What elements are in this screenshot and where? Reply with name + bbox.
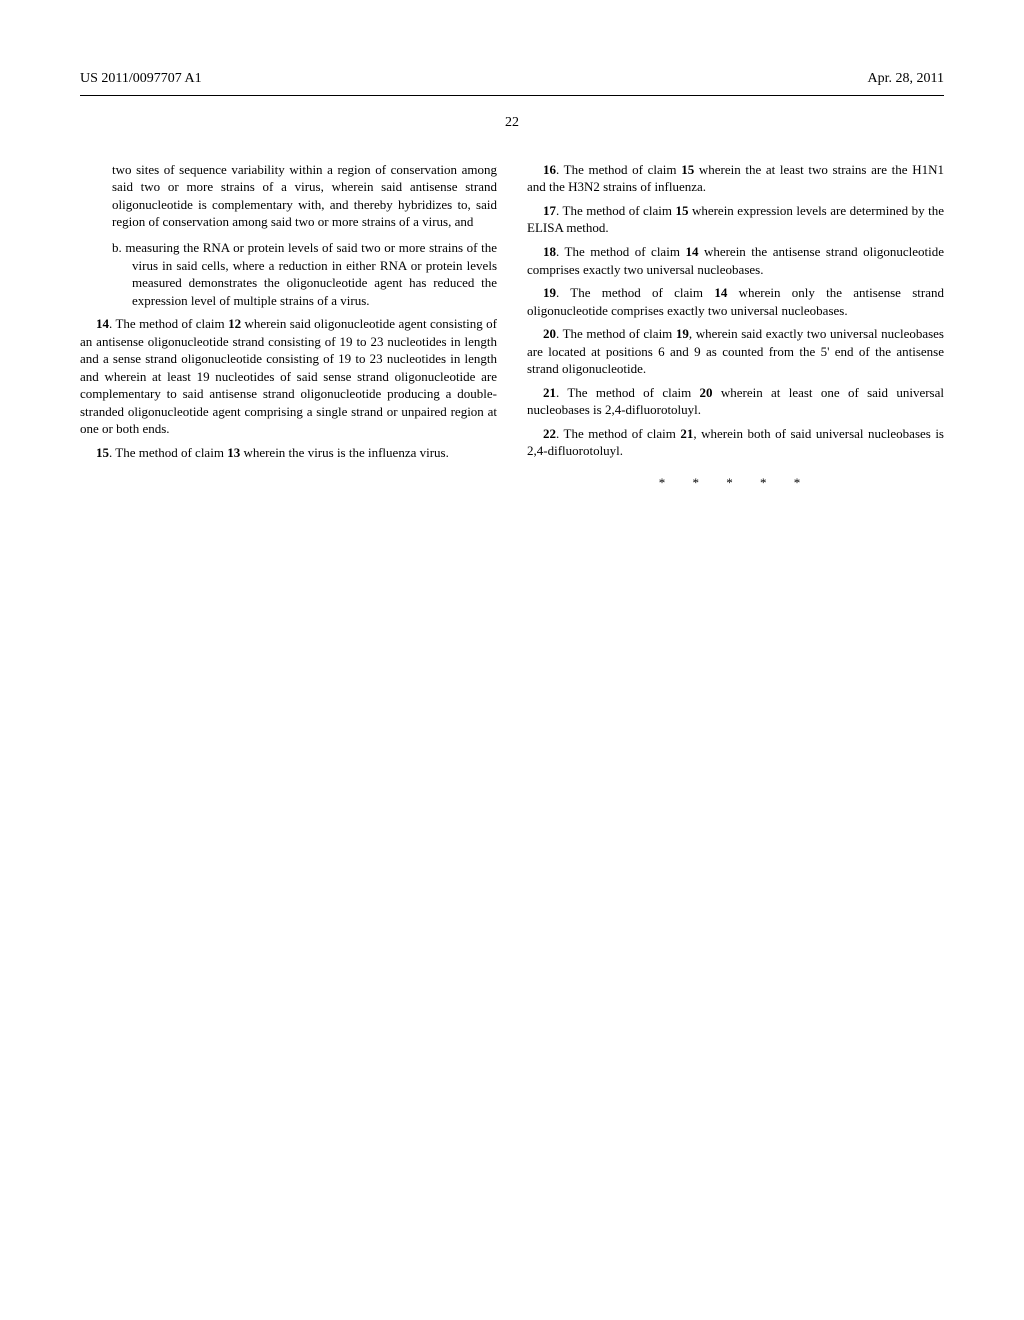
page-number: 22 — [80, 114, 944, 133]
publication-date: Apr. 28, 2011 — [868, 70, 944, 89]
claim-21-ref: 20 — [700, 385, 713, 400]
publication-number: US 2011/0097707 A1 — [80, 70, 202, 89]
claim-17-ref: 15 — [675, 203, 688, 218]
claim-14-rest: wherein said oligonucleotide agent consi… — [80, 316, 497, 436]
claim-20-num: 20 — [543, 326, 556, 341]
claim-14-num: 14 — [96, 316, 109, 331]
claim-21-prefix: . The method of claim — [556, 385, 700, 400]
claim-16-ref: 15 — [681, 162, 694, 177]
claim-17: 17. The method of claim 15 wherein expre… — [527, 202, 944, 237]
claim-21: 21. The method of claim 20 wherein at le… — [527, 384, 944, 419]
claim-22-num: 22 — [543, 426, 556, 441]
page-header: US 2011/0097707 A1 Apr. 28, 2011 — [80, 70, 944, 89]
claim-16: 16. The method of claim 15 wherein the a… — [527, 161, 944, 196]
claim-21-num: 21 — [543, 385, 556, 400]
claim-20: 20. The method of claim 19, wherein said… — [527, 325, 944, 378]
claim-18: 18. The method of claim 14 wherein the a… — [527, 243, 944, 278]
claim-15-rest: wherein the virus is the influenza virus… — [240, 445, 449, 460]
claim-20-ref: 19 — [676, 326, 689, 341]
claim-15: 15. The method of claim 13 wherein the v… — [80, 444, 497, 462]
claim-17-num: 17 — [543, 203, 556, 218]
claim-17-prefix: . The method of claim — [556, 203, 675, 218]
body-columns: two sites of sequence variability within… — [80, 161, 944, 492]
claim-16-num: 16 — [543, 162, 556, 177]
claim-22-ref: 21 — [680, 426, 693, 441]
sub-item-b-text: measuring the RNA or protein levels of s… — [125, 240, 497, 308]
claim-19-num: 19 — [543, 285, 556, 300]
claim-14-prefix: . The method of claim — [109, 316, 228, 331]
claim-16-prefix: . The method of claim — [556, 162, 681, 177]
claim-14: 14. The method of claim 12 wherein said … — [80, 315, 497, 438]
header-rule — [80, 95, 944, 96]
claim-22-prefix: . The method of claim — [556, 426, 680, 441]
claim-18-prefix: . The method of claim — [556, 244, 685, 259]
claim-15-ref: 13 — [227, 445, 240, 460]
claim-18-ref: 14 — [685, 244, 698, 259]
continuation-text: two sites of sequence variability within… — [112, 161, 497, 231]
claim-18-num: 18 — [543, 244, 556, 259]
claim-22: 22. The method of claim 21, wherein both… — [527, 425, 944, 460]
claim-15-prefix: . The method of claim — [109, 445, 227, 460]
claim-20-prefix: . The method of claim — [556, 326, 676, 341]
claim-14-ref: 12 — [228, 316, 241, 331]
claim-19-ref: 14 — [714, 285, 727, 300]
claim-15-num: 15 — [96, 445, 109, 460]
end-marker: * * * * * — [527, 474, 944, 492]
claim-19-prefix: . The method of claim — [556, 285, 714, 300]
sub-item-b-label: b. — [112, 240, 122, 255]
claim-19: 19. The method of claim 14 wherein only … — [527, 284, 944, 319]
page-container: US 2011/0097707 A1 Apr. 28, 2011 22 two … — [0, 0, 1024, 552]
sub-item-b: b. measuring the RNA or protein levels o… — [132, 239, 497, 309]
